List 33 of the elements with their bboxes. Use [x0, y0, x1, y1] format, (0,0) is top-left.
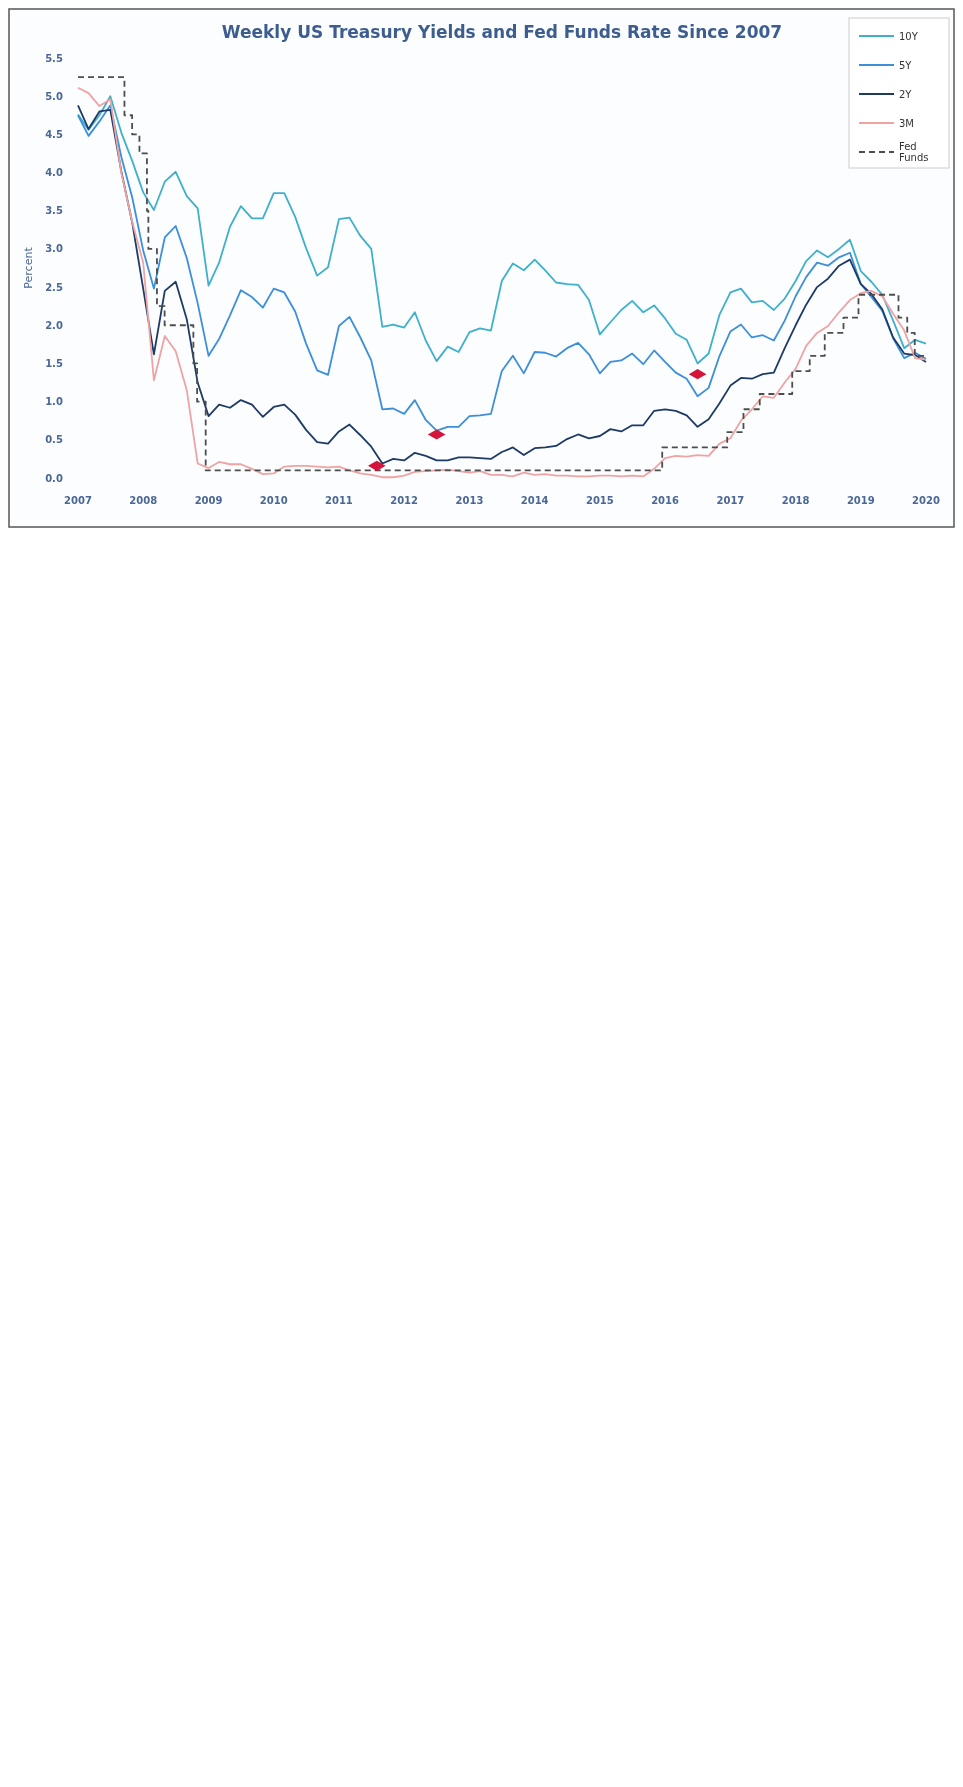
- x-tick-label: 2008: [129, 494, 158, 506]
- y-tick-label: 4.5: [45, 128, 63, 140]
- y-tick-label: 0.0: [45, 472, 63, 484]
- y-tick-label: 3.5: [45, 205, 63, 217]
- x-tick-label: 2016: [651, 494, 680, 506]
- x-tick-label: 2012: [390, 494, 419, 506]
- legend-label: Fed Funds: [899, 140, 929, 163]
- x-tick-label: 2011: [325, 494, 353, 506]
- x-tick-label: 2009: [194, 494, 223, 506]
- y-tick-label: 1.5: [45, 357, 63, 369]
- legend-label: 10Y: [899, 30, 919, 42]
- x-tick-label: 2010: [259, 494, 288, 506]
- x-tick-label: 2019: [846, 494, 875, 506]
- x-tick-label: 2014: [520, 494, 549, 506]
- y-tick-label: 0.5: [45, 434, 63, 446]
- x-tick-label: 2017: [716, 494, 745, 506]
- y-tick-label: 3.0: [45, 243, 63, 255]
- y-axis-title: Percent: [21, 246, 35, 289]
- y-tick-label: 5.0: [45, 90, 63, 102]
- y-tick-label: 1.0: [45, 396, 63, 408]
- y-tick-label: 2.0: [45, 319, 63, 331]
- x-tick-label: 2013: [455, 494, 484, 506]
- x-tick-label: 2018: [781, 494, 810, 506]
- x-tick-label: 2015: [585, 494, 614, 506]
- legend-label: 2Y: [899, 88, 913, 100]
- legend-label: 3M: [899, 117, 914, 129]
- y-tick-label: 2.5: [45, 281, 63, 293]
- x-tick-label: 2007: [64, 494, 92, 506]
- y-tick-label: 4.0: [45, 167, 63, 179]
- chart-title: Weekly US Treasury Yields and Fed Funds Rate Since 2007: [221, 22, 783, 42]
- x-tick-label: 2020: [912, 494, 940, 506]
- legend-label: 5Y: [899, 59, 913, 71]
- y-tick-label: 5.5: [45, 52, 63, 64]
